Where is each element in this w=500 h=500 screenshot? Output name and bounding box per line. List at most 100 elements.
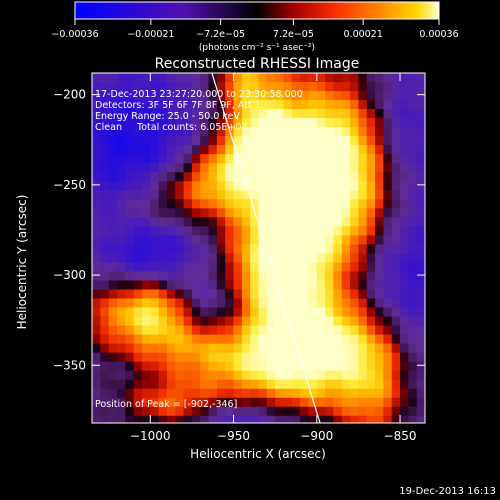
heatmap-cell <box>183 100 193 110</box>
heatmap-cell <box>416 217 425 227</box>
heatmap-area <box>92 73 425 423</box>
heatmap-cell <box>391 190 401 200</box>
heatmap-cell <box>158 199 168 209</box>
heatmap-cell <box>333 235 343 245</box>
heatmap-cell <box>325 361 334 372</box>
heatmap-cell <box>158 172 168 182</box>
heatmap-cell <box>125 145 135 155</box>
heatmap-cell <box>208 208 218 218</box>
heatmap-cell <box>383 82 393 92</box>
heatmap-cell <box>141 388 151 399</box>
heatmap-cell <box>175 352 185 363</box>
heatmap-cell <box>308 208 318 218</box>
heatmap-cell <box>341 226 351 236</box>
heatmap-cell <box>333 154 343 164</box>
heatmap-cell <box>208 253 218 263</box>
heatmap-cell <box>116 352 126 363</box>
heatmap-cell <box>141 289 151 300</box>
heatmap-cell <box>366 415 376 423</box>
heatmap-cell <box>308 163 318 173</box>
heatmap-cell <box>150 253 160 263</box>
chart-title: Reconstructed RHESSI Image <box>155 56 360 72</box>
heatmap-cell <box>200 163 210 173</box>
heatmap-cell <box>208 361 218 372</box>
heatmap-cell <box>166 235 176 245</box>
heatmap-cell <box>341 73 351 83</box>
heatmap-cell <box>400 172 409 182</box>
heatmap-cell <box>216 163 226 173</box>
heatmap-cell <box>283 271 293 281</box>
heatmap-cell <box>316 118 326 128</box>
heatmap-cell <box>333 199 343 209</box>
heatmap-cell <box>116 73 126 83</box>
heatmap-cell <box>400 334 409 345</box>
heatmap-cell <box>300 316 309 327</box>
heatmap-cell <box>92 397 101 408</box>
heatmap-cell <box>308 334 318 345</box>
heatmap-cell <box>100 145 110 155</box>
heatmap-cell <box>208 181 218 191</box>
heatmap-cell <box>291 181 301 191</box>
heatmap-cell <box>125 127 135 137</box>
heatmap-cell <box>100 415 110 423</box>
heatmap-cell <box>375 154 384 164</box>
heatmap-cell <box>400 343 409 354</box>
heatmap-cell <box>275 325 284 336</box>
heatmap-cell <box>92 280 101 290</box>
heatmap-cell <box>258 271 268 281</box>
heatmap-cell <box>308 244 318 254</box>
heatmap-cell <box>416 226 425 236</box>
heatmap-cell <box>92 352 101 363</box>
heatmap-cell <box>175 163 185 173</box>
heatmap-cell <box>175 145 185 155</box>
heatmap-cell <box>333 370 343 381</box>
heatmap-cell <box>266 253 276 263</box>
heatmap-cell <box>183 181 193 191</box>
heatmap-cell <box>108 181 118 191</box>
heatmap-cell <box>191 370 201 381</box>
heatmap-cell <box>350 235 359 245</box>
heatmap-cell <box>125 334 135 345</box>
heatmap-cell <box>275 199 284 209</box>
heatmap-cell <box>266 91 276 101</box>
heatmap-cell <box>150 361 160 372</box>
heatmap-cell <box>300 181 309 191</box>
heatmap-cell <box>375 181 384 191</box>
heatmap-cell <box>125 190 135 200</box>
heatmap-cell <box>350 199 359 209</box>
heatmap-cell <box>258 388 268 399</box>
heatmap-cell <box>241 271 251 281</box>
heatmap-cell <box>216 244 226 254</box>
heatmap-cell <box>150 172 160 182</box>
heatmap-cell <box>375 415 384 423</box>
heatmap-cell <box>350 73 359 83</box>
heatmap-cell <box>275 208 284 218</box>
heatmap-cell <box>316 253 326 263</box>
heatmap-cell <box>408 163 418 173</box>
heatmap-cell <box>283 109 293 119</box>
heatmap-cell <box>316 127 326 137</box>
heatmap-cell <box>366 343 376 354</box>
heatmap-cell <box>108 271 118 281</box>
heatmap-cell <box>375 307 384 318</box>
heatmap-cell <box>275 100 284 110</box>
heatmap-cell <box>375 91 384 101</box>
heatmap-cell <box>275 352 284 363</box>
heatmap-cell <box>350 181 359 191</box>
heatmap-cell <box>158 415 168 423</box>
heatmap-cell <box>200 397 210 408</box>
heatmap-cell <box>383 163 393 173</box>
heatmap-cell <box>366 361 376 372</box>
heatmap-cell <box>225 190 235 200</box>
heatmap-cell <box>308 109 318 119</box>
heatmap-cell <box>275 73 284 83</box>
heatmap-cell <box>416 298 425 309</box>
heatmap-cell <box>183 343 193 354</box>
heatmap-cell <box>408 91 418 101</box>
heatmap-cell <box>333 406 343 417</box>
heatmap-cell <box>408 334 418 345</box>
heatmap-cell <box>250 253 259 263</box>
heatmap-cell <box>125 163 135 173</box>
heatmap-cell <box>266 388 276 399</box>
heatmap-cell <box>133 325 143 336</box>
